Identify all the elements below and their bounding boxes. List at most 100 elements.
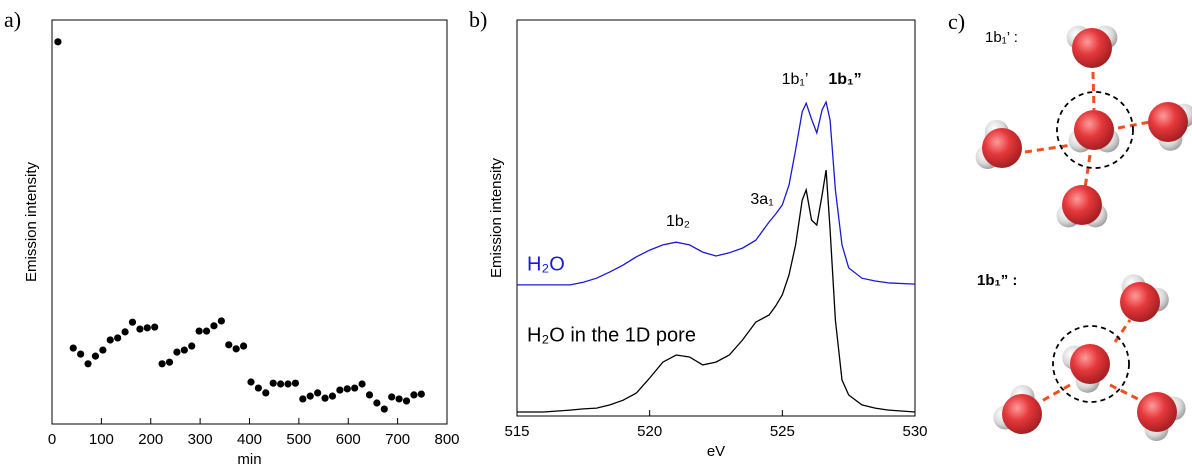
data-point	[358, 380, 366, 388]
data-point	[69, 344, 77, 352]
x-tick-label: 515	[504, 423, 529, 440]
oxygen-atom	[1148, 102, 1188, 142]
x-tick-label: 520	[637, 423, 662, 440]
data-point	[77, 350, 85, 358]
oxygen-atom	[1120, 282, 1160, 322]
x-axis-title: min	[237, 451, 261, 468]
data-point	[328, 392, 337, 400]
panel-label: c)	[948, 9, 965, 34]
data-point	[321, 394, 329, 402]
data-point	[388, 393, 396, 401]
hydrogen-bond	[1083, 154, 1092, 189]
data-point	[291, 379, 300, 387]
data-point	[143, 324, 151, 332]
data-point	[114, 334, 122, 342]
data-point	[165, 358, 174, 366]
panel-label: a)	[4, 7, 21, 32]
oxygen-atom	[982, 128, 1022, 168]
x-tick-label: 800	[434, 431, 459, 448]
data-point	[254, 384, 262, 392]
data-point	[336, 386, 344, 394]
x-tick-label: 0	[48, 431, 56, 448]
data-point	[188, 342, 196, 350]
data-point	[99, 346, 107, 354]
x-tick-label: 500	[286, 431, 311, 448]
data-point	[343, 385, 351, 393]
data-point	[395, 395, 403, 403]
data-point	[158, 360, 166, 368]
structure-label: 1b₁’ :	[985, 29, 1018, 46]
data-point	[299, 395, 307, 403]
peak-label: 3a₁	[750, 191, 773, 208]
hydrogen-bond	[1024, 143, 1073, 154]
data-point	[173, 348, 181, 356]
hydrogen-bond	[1113, 319, 1132, 343]
panel-label: b)	[469, 7, 487, 32]
hydrogen-bond	[1091, 71, 1096, 111]
structure-label: 1b₁” :	[977, 272, 1017, 289]
oxygen-atom	[1070, 344, 1110, 384]
plot-frame	[516, 19, 916, 417]
data-point	[128, 318, 137, 326]
data-point	[380, 405, 388, 413]
oxygen-atom	[1074, 110, 1114, 150]
hydrogen-bond	[1109, 383, 1141, 402]
peak-label: 1b₁”	[828, 71, 861, 88]
data-point	[417, 390, 425, 398]
data-point	[306, 392, 314, 400]
dashed-ring	[1052, 325, 1130, 403]
data-point	[195, 327, 203, 335]
hydrogen-bond	[1039, 383, 1071, 404]
data-point	[314, 389, 322, 397]
data-point	[136, 325, 144, 333]
data-point	[284, 380, 292, 388]
data-point	[247, 378, 255, 386]
data-point	[121, 328, 129, 336]
dashed-ring	[1056, 91, 1134, 169]
spectrum-line	[517, 100, 916, 286]
x-tick-label: 600	[336, 431, 361, 448]
data-point	[225, 341, 233, 349]
data-point	[410, 391, 418, 399]
oxygen-atom	[1137, 392, 1177, 432]
x-tick-label: 100	[89, 431, 114, 448]
y-axis-title: Emission intensity	[23, 161, 40, 282]
data-point	[151, 323, 159, 331]
data-point	[351, 384, 359, 392]
data-point	[365, 391, 374, 399]
x-tick-label: 300	[188, 431, 213, 448]
data-point	[210, 322, 218, 330]
spectrum-line	[517, 169, 916, 413]
data-point	[84, 360, 92, 368]
data-point	[373, 399, 381, 407]
plot-frame	[51, 19, 448, 425]
data-point	[202, 327, 211, 335]
data-point	[277, 380, 285, 388]
data-point	[217, 317, 225, 325]
x-tick-label: 525	[770, 423, 795, 440]
data-point	[180, 346, 188, 354]
x-tick-label: 700	[385, 431, 410, 448]
data-point	[54, 38, 62, 46]
oxygen-atom	[1062, 185, 1102, 225]
peak-label: 1b₂	[666, 213, 690, 230]
data-point	[239, 342, 248, 350]
panel-c: c) 1b₁’ : 1b₁” :	[948, 9, 1192, 441]
hydrogen-bond	[1117, 120, 1151, 130]
data-point	[91, 352, 100, 360]
data-point	[402, 397, 411, 405]
peak-label: 1b₁’	[782, 71, 809, 88]
data-point	[269, 379, 277, 387]
oxygen-atom	[1072, 28, 1112, 68]
data-point	[106, 336, 114, 344]
data-point	[232, 345, 240, 353]
oxygen-atom	[1002, 394, 1042, 434]
x-tick-label: 400	[237, 431, 262, 448]
x-tick-label: 200	[138, 431, 163, 448]
y-axis-title: Emission intensity	[488, 157, 505, 278]
series-label: H₂O	[527, 253, 565, 275]
x-axis-title: eV	[707, 443, 725, 460]
data-point	[262, 389, 270, 397]
series-label: H₂O in the 1D pore	[527, 324, 696, 346]
